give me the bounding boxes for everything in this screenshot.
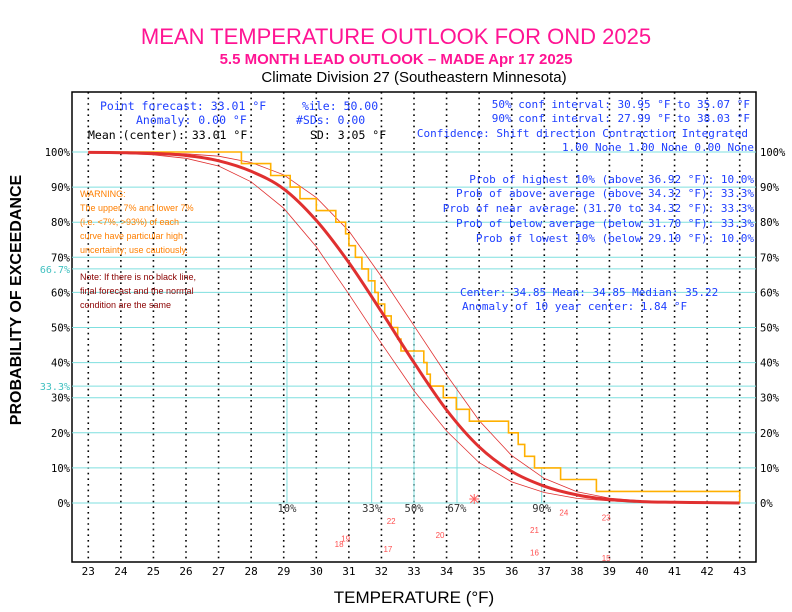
x-tick-label: 41 [668, 565, 681, 578]
y-tick-label-right: 30% [760, 393, 780, 405]
anomaly-text: Anomaly: 0.00 °F [136, 113, 247, 127]
x-tick-label: 28 [245, 565, 258, 578]
percentile-label: 50% [405, 503, 425, 515]
year-marker: 17 [383, 545, 392, 554]
x-tick-label: 36 [505, 565, 518, 578]
y-tick-label-right: 70% [760, 252, 780, 264]
prob-above-text: Prob of above average (above 34.32 °F): … [456, 187, 754, 200]
forecast-curve [88, 150, 740, 505]
prob-near-text: Prob of near average (31.70 to 34.32 °F)… [443, 202, 755, 215]
x-tick-label: 32 [375, 565, 388, 578]
y-tick-label-right: 90% [760, 182, 780, 194]
sd-text: SD: 3.05 °F [310, 128, 386, 142]
y-tick-label-right: 10% [760, 463, 780, 475]
x-tick-label: 40 [635, 565, 648, 578]
year-marker: 16 [530, 549, 539, 558]
percentile-label: 67% [448, 503, 468, 515]
percentile-label: 90% [532, 503, 552, 515]
y-axis-label: PROBABILITY OF EXCEEDANCE [8, 174, 25, 425]
warning-block: WARNING: The upper 7% and lower 7% (i.e.… [80, 189, 194, 255]
note-line: final forecast and the normal [80, 286, 194, 296]
y-tick-label-right: 0% [760, 498, 773, 510]
percentile-label: 10% [277, 503, 297, 515]
tercile-label: 66.7% [40, 265, 70, 276]
chart-title: MEAN TEMPERATURE OUTLOOK FOR OND 2025 [141, 24, 651, 49]
y-tick-label-left: 50% [51, 323, 71, 335]
warning-line: uncertainty; use cautiously. [80, 245, 188, 255]
x-tick-label: 33 [407, 565, 420, 578]
year-marker: 22 [387, 517, 396, 526]
y-tick-label-left: 90% [51, 182, 71, 194]
nsds-text: #SDs: 0.00 [296, 113, 365, 127]
prob-lowest-text: Prob of lowest 10% (below 29.10 °F): 10.… [476, 232, 755, 245]
x-tick-label: 29 [277, 565, 290, 578]
y-tick-label-right: 80% [760, 217, 780, 229]
y-tick-label-left: 30% [51, 393, 71, 405]
y-tick-label-right: 40% [760, 358, 780, 370]
year-marker: 19 [341, 535, 350, 544]
year-marker: 24 [559, 508, 568, 517]
percentile-text: %ile: 50.00 [302, 99, 378, 113]
x-tick-label: 35 [473, 565, 486, 578]
anomaly-10yr-text: Anomaly of 10 year center: 1.84 °F [462, 300, 687, 313]
y-tick-label-right: 60% [760, 287, 780, 299]
y-tick-label-left: 100% [45, 147, 71, 159]
x-tick-label: 23 [82, 565, 95, 578]
tick-layer: 66.7% 33.3% 23 24 25 26 27 28 29 30 31 32 33 34 35 36 37… [40, 147, 786, 578]
center-stats-text: Center: 34.85 Mean: 34.85 Median: 35.22 [460, 286, 718, 299]
note-line: Note: If there is no black line, [80, 272, 196, 282]
mean-center-text: Mean (center): 33.01 °F [88, 128, 247, 142]
warning-line: The upper 7% and lower 7% [80, 203, 194, 213]
x-tick-label: 27 [212, 565, 225, 578]
division-label: Climate Division 27 (Southeastern Minnes… [261, 69, 566, 86]
x-tick-label: 38 [570, 565, 583, 578]
y-tick-label-left: 60% [51, 287, 71, 299]
x-tick-label: 42 [701, 565, 714, 578]
series-layer [88, 150, 741, 505]
x-tick-label: 31 [342, 565, 355, 578]
y-tick-label-left: 70% [51, 252, 71, 264]
tercile-label: 33.3% [40, 382, 70, 393]
x-tick-label: 24 [114, 565, 128, 578]
year-marker: 15 [602, 554, 611, 563]
y-tick-label-left: 10% [51, 463, 71, 475]
y-tick-label-right: 50% [760, 323, 780, 335]
warning-line: WARNING: [80, 189, 126, 199]
center-star-stroke [469, 494, 479, 504]
x-tick-label: 26 [179, 565, 192, 578]
year-marker: 21 [530, 526, 539, 535]
prob-below-text: Prob of below average (below 31.70 °F): … [456, 217, 754, 230]
year-marker: 23 [602, 514, 611, 523]
x-tick-label: 37 [538, 565, 551, 578]
x-tick-label: 30 [310, 565, 323, 578]
y-tick-label-left: 0% [57, 498, 70, 510]
confidence-values-text: 1.00 None 1.00 None 0.00 None [562, 141, 754, 154]
y-tick-label-left: 40% [51, 358, 71, 370]
note-block: Note: If there is no black line, final f… [80, 272, 196, 310]
x-tick-label: 34 [440, 565, 454, 578]
x-tick-label: 43 [733, 565, 746, 578]
chart-subtitle: 5.5 MONTH LEAD OUTLOOK – MADE Apr 17 202… [220, 51, 573, 68]
x-axis-label: TEMPERATURE (°F) [334, 588, 494, 607]
warning-line: (i.e. <7%, >93%) of each [80, 217, 179, 227]
year-marker: 18 [335, 540, 344, 549]
y-tick-label-left: 80% [51, 217, 71, 229]
confidence-header-text: Confidence: Shift direction Contraction … [417, 127, 748, 140]
prob-highest-text: Prob of highest 10% (above 36.92 °F): 10… [469, 173, 754, 186]
x-tick-label: 39 [603, 565, 616, 578]
conf50-text: 50% conf interval: 30.95 °F to 35.07 °F [492, 98, 750, 111]
y-tick-label-left: 20% [51, 428, 71, 440]
note-line: condition are the same [80, 300, 171, 310]
point-forecast-text: Point forecast: 33.01 °F [100, 99, 266, 113]
y-tick-label-right: 100% [760, 147, 786, 159]
year-marker: 20 [436, 531, 445, 540]
y-tick-label-right: 20% [760, 428, 780, 440]
center-star-marker [469, 494, 480, 504]
x-tick-label: 25 [147, 565, 160, 578]
conf90-text: 90% conf interval: 27.99 °F to 38.03 °F [492, 112, 750, 125]
percentile-label: 33% [362, 503, 382, 515]
warning-line: curve have particular high [80, 231, 183, 241]
